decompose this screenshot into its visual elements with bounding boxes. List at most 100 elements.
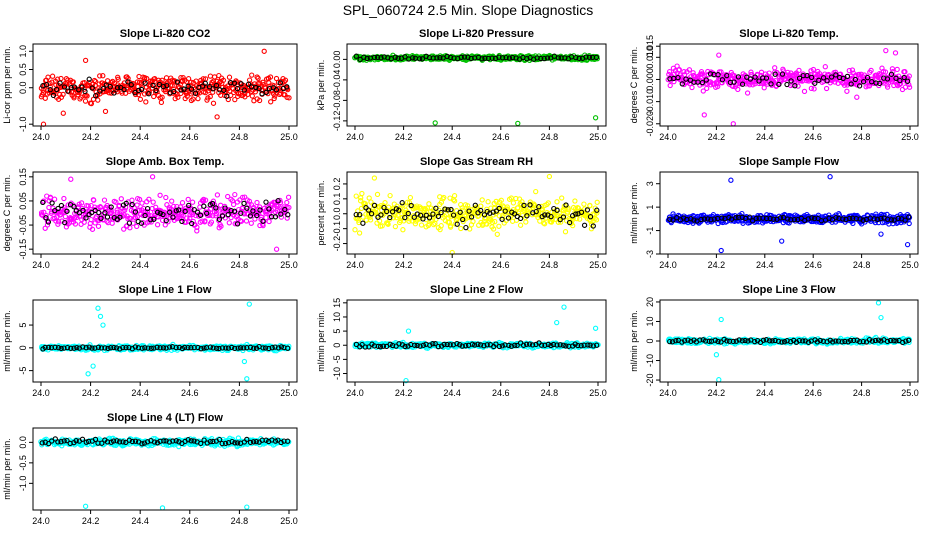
x-tick-label: 24.6	[181, 132, 199, 142]
data-point	[824, 78, 830, 84]
data-point	[402, 54, 408, 60]
y-axis-label: Li-cor ppm per min.	[2, 46, 12, 124]
data-point	[64, 208, 70, 214]
y-tick-label: 0.0	[18, 81, 28, 94]
data-point	[188, 86, 195, 92]
data-point	[71, 215, 78, 221]
data-point	[719, 77, 726, 83]
data-point	[542, 212, 548, 218]
outlier-point	[546, 173, 553, 180]
panel-title: Slope Li-820 Pressure	[419, 28, 534, 40]
data-point	[675, 74, 681, 81]
data-point	[170, 214, 176, 220]
data-point	[128, 82, 134, 88]
outlier-point	[68, 176, 74, 182]
data-point	[150, 199, 156, 205]
y-tick-label: 15	[332, 298, 342, 308]
data-point	[811, 86, 817, 92]
data-point	[777, 215, 784, 221]
data-point	[38, 210, 45, 216]
outlier-point	[82, 57, 89, 64]
data-point	[249, 72, 255, 78]
data-point	[451, 198, 458, 204]
data-point	[794, 72, 800, 78]
data-point	[479, 56, 485, 62]
data-point	[904, 78, 911, 84]
data-point	[442, 206, 448, 212]
data-point	[578, 209, 585, 215]
data-point	[76, 210, 83, 216]
data-point	[494, 231, 500, 237]
data-point	[277, 80, 283, 86]
x-tick-label: 24.8	[853, 132, 871, 142]
data-points	[38, 174, 292, 252]
data-point	[533, 208, 539, 215]
data-point	[101, 197, 108, 203]
data-point	[441, 194, 447, 201]
data-point	[90, 197, 97, 203]
data-point	[85, 203, 91, 209]
data-point	[544, 55, 551, 61]
data-point	[225, 211, 231, 218]
data-point	[516, 208, 522, 215]
data-point	[273, 75, 280, 82]
y-tick-label: -20	[645, 374, 655, 387]
data-point	[788, 78, 794, 84]
data-point	[142, 212, 148, 219]
outlier-point	[716, 52, 722, 58]
data-point	[753, 215, 759, 222]
data-point	[593, 217, 600, 223]
data-point	[114, 85, 121, 91]
data-point	[698, 216, 704, 223]
data-point	[40, 199, 46, 206]
data-point	[796, 67, 802, 74]
data-point	[768, 81, 774, 87]
data-point	[458, 54, 464, 60]
data-point	[213, 205, 219, 211]
data-point	[499, 216, 505, 222]
data-point	[844, 73, 851, 80]
data-point	[239, 194, 246, 201]
data-point	[374, 54, 381, 61]
data-point	[51, 196, 58, 202]
data-point	[97, 73, 103, 79]
data-point	[844, 88, 850, 94]
data-point	[784, 216, 791, 222]
data-point	[234, 221, 241, 227]
data-point	[232, 191, 238, 198]
data-point	[243, 218, 250, 224]
data-point	[214, 192, 221, 198]
data-point	[392, 54, 398, 60]
data-point	[902, 69, 908, 75]
data-point	[246, 201, 252, 207]
outlier-point	[214, 114, 220, 120]
y-tick-label: 0.15	[18, 168, 28, 186]
data-points	[665, 174, 913, 254]
x-tick-label: 24.2	[395, 132, 413, 142]
data-point	[154, 209, 161, 215]
data-point	[752, 74, 758, 80]
data-point	[594, 207, 600, 213]
data-point	[76, 89, 82, 96]
data-point	[70, 79, 76, 85]
data-point	[65, 88, 71, 94]
x-tick-label: 24.8	[541, 260, 559, 270]
data-point	[828, 74, 835, 80]
data-point	[433, 205, 439, 211]
data-point	[840, 75, 846, 82]
data-point	[55, 205, 61, 212]
data-point	[242, 194, 248, 200]
data-point	[756, 78, 762, 84]
y-tick-label: 3	[645, 181, 655, 186]
data-point	[447, 224, 454, 230]
plot-frame	[32, 299, 298, 383]
data-point	[901, 74, 907, 81]
data-point	[352, 227, 358, 233]
data-point	[86, 76, 92, 82]
data-point	[384, 208, 390, 215]
data-point	[874, 216, 881, 222]
outlier-point	[405, 328, 412, 334]
data-point	[767, 215, 773, 222]
